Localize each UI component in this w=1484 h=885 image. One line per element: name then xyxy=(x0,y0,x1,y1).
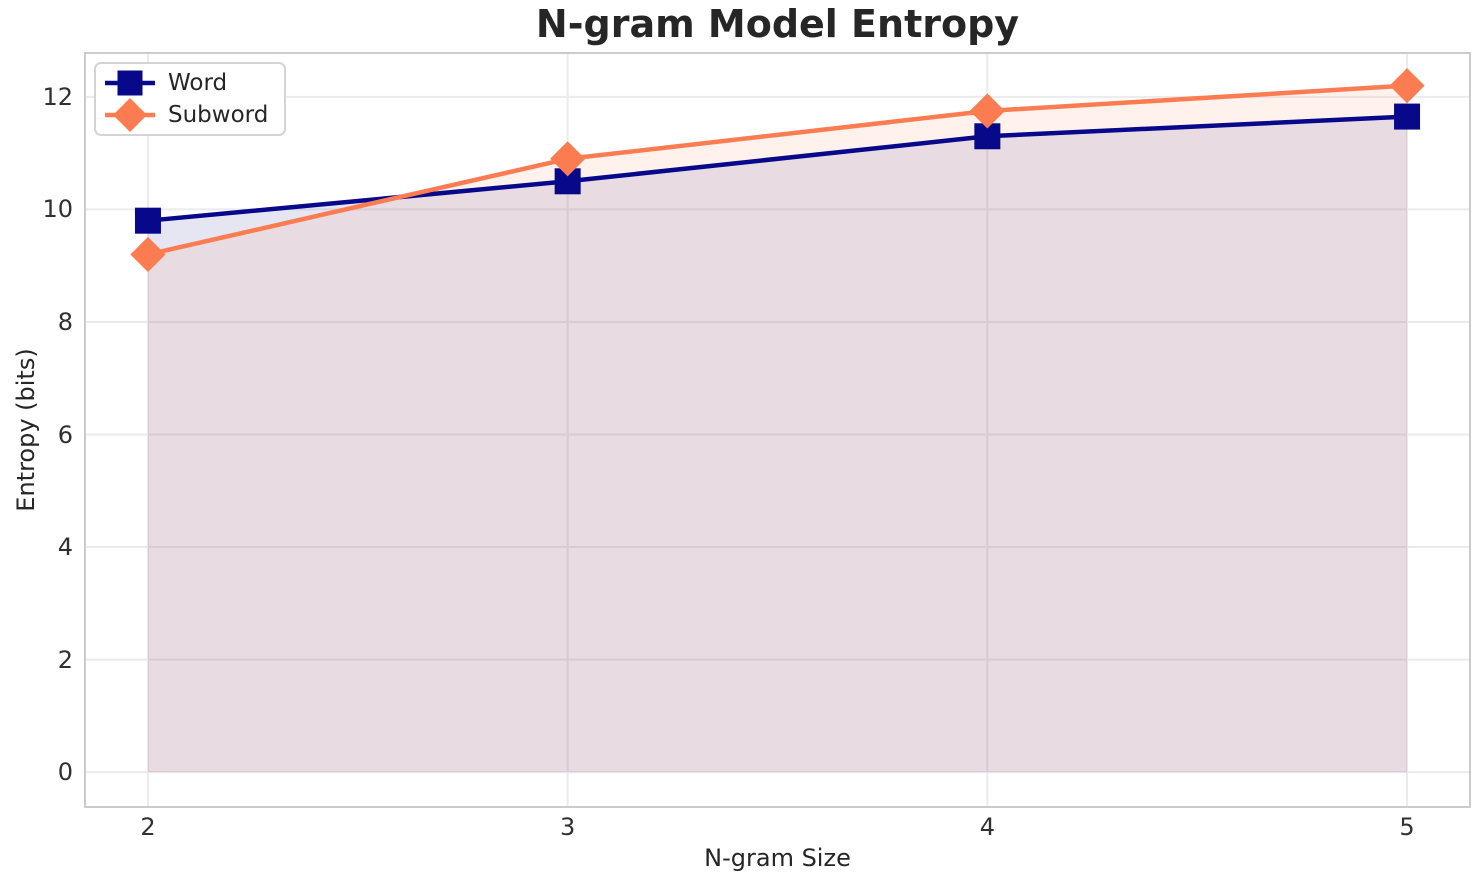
series-line xyxy=(147,83,1408,257)
x-tick-label: 2 xyxy=(140,813,156,841)
y-tick-label: 2 xyxy=(57,645,73,674)
y-tick-label: 4 xyxy=(57,533,73,562)
chart-title: N-gram Model Entropy xyxy=(535,2,1020,46)
legend: Word Subword xyxy=(94,62,287,136)
x-tick-label: 4 xyxy=(979,813,995,841)
series-line xyxy=(147,114,1408,223)
series-fill xyxy=(147,116,1408,773)
data-point-marker xyxy=(134,207,161,234)
x-axis-label: N-gram Size xyxy=(704,844,851,872)
subword-line-marker-icon xyxy=(105,98,155,132)
x-tick-label: 5 xyxy=(1399,813,1415,841)
plot-border xyxy=(84,52,1471,808)
y-tick-label: 10 xyxy=(42,195,73,224)
legend-label-subword: Subword xyxy=(168,102,269,128)
legend-label-word: Word xyxy=(168,70,228,96)
series-fill xyxy=(147,85,1408,773)
legend-marker-shape xyxy=(117,70,143,96)
legend-item-subword: Subword xyxy=(104,98,269,132)
data-point-marker xyxy=(969,93,1005,129)
y-tick-label: 12 xyxy=(42,82,73,111)
y-tick-label: 8 xyxy=(57,307,73,336)
x-tick-label: 3 xyxy=(560,813,576,841)
legend-marker-shape xyxy=(113,98,147,132)
word-line-marker-icon xyxy=(105,70,155,96)
y-tick-label: 6 xyxy=(57,420,73,449)
y-tick-label: 0 xyxy=(57,758,73,787)
legend-item-word: Word xyxy=(104,67,268,99)
data-point-marker xyxy=(1394,103,1421,130)
